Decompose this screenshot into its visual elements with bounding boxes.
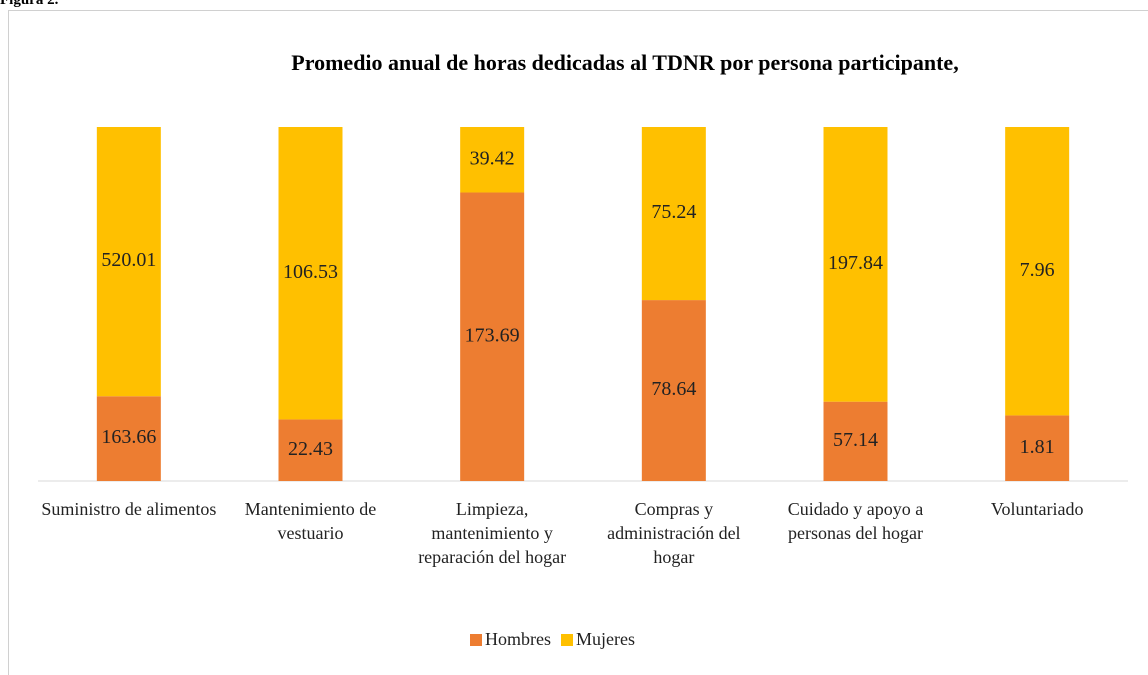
bar-segment xyxy=(96,127,161,397)
data-label: 520.01 xyxy=(101,249,156,271)
bar-segment xyxy=(641,300,706,481)
x-tick-label: Voluntariado xyxy=(990,499,1084,519)
bar-segment xyxy=(641,127,706,301)
data-label: 173.69 xyxy=(465,324,520,346)
legend-label: Mujeres xyxy=(576,629,635,649)
legend-swatch xyxy=(470,634,482,646)
bar-segment xyxy=(1005,127,1070,416)
bar-segment xyxy=(278,127,343,420)
data-label: 57.14 xyxy=(833,429,878,451)
data-label: 1.81 xyxy=(1020,436,1055,458)
bar-segment xyxy=(823,401,888,481)
x-tick-label: Limpieza, mantenimiento y reparación del… xyxy=(418,499,567,567)
bar-segment xyxy=(1005,415,1070,481)
legend-label: Hombres xyxy=(485,629,551,649)
data-label: 39.42 xyxy=(470,147,515,169)
x-tick-label: Cuidado y apoyo a personas del hogar xyxy=(787,499,924,543)
x-tick-label: Compras y administración del hogar xyxy=(607,499,741,567)
bar-segment xyxy=(823,127,888,402)
data-label: 163.66 xyxy=(101,426,156,448)
data-label: 197.84 xyxy=(828,252,883,274)
x-tick-label: Mantenimiento de vestuario xyxy=(244,499,377,543)
data-label: 106.53 xyxy=(283,261,338,283)
bar-segment xyxy=(460,192,525,481)
bar-segment xyxy=(96,396,161,481)
bar-segment xyxy=(278,419,343,481)
chart-border xyxy=(8,10,1148,675)
data-label: 22.43 xyxy=(288,438,333,460)
figure-label: Figura 2. xyxy=(0,0,59,8)
data-label: 7.96 xyxy=(1020,259,1055,281)
data-label: 78.64 xyxy=(651,378,696,400)
legend-swatch xyxy=(561,634,573,646)
x-tick-label: Suministro de alimentos xyxy=(41,499,217,519)
data-label: 75.24 xyxy=(651,201,696,223)
bar-segment xyxy=(460,127,525,193)
chart-title: Promedio anual de horas dedicadas al TDN… xyxy=(291,50,958,75)
